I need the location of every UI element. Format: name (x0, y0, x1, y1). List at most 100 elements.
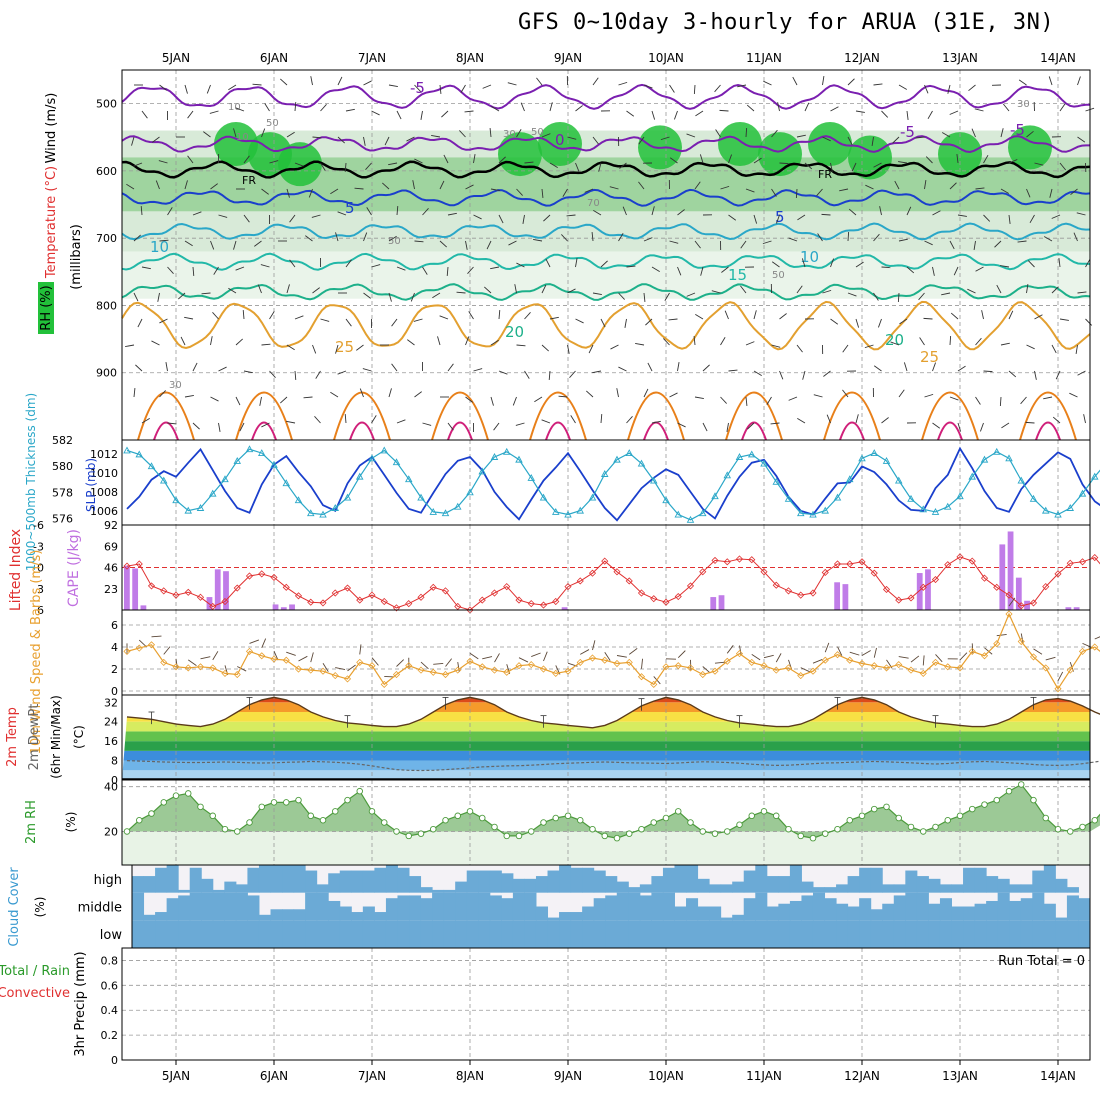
thickness-point (698, 509, 707, 517)
wind-barb (720, 396, 727, 404)
rh-point (344, 796, 351, 804)
rh-point (834, 825, 841, 833)
wind-barb (311, 214, 321, 218)
slp-tick: 1012 (90, 448, 118, 461)
wind-speed-point (417, 666, 425, 674)
cloud-cell (824, 898, 837, 921)
cape-bar (834, 582, 841, 610)
cape-bar (1073, 607, 1080, 610)
wind-speed-point (1005, 610, 1013, 618)
wind-barb-10m (249, 639, 260, 644)
precip-tick: 0.4 (101, 1004, 119, 1017)
wind-barb (337, 370, 347, 375)
wind-barb (192, 266, 195, 277)
wind-tick: 2 (111, 663, 118, 676)
wind-barb (498, 156, 506, 164)
wind-barb (151, 340, 160, 346)
thickness-point (1078, 489, 1087, 497)
cloud-cell (489, 870, 502, 893)
thickness-point (147, 462, 156, 470)
rh-point (650, 819, 658, 826)
wind-barb (536, 77, 543, 86)
cloud-cell (443, 920, 456, 948)
wind-barb (125, 344, 135, 348)
wind-barb (187, 110, 194, 119)
wind-speed-point (723, 657, 731, 665)
wind-speed-point (282, 656, 290, 664)
wind-barb (626, 416, 633, 424)
cloud-cell (582, 920, 595, 948)
wind-barb (898, 161, 908, 164)
wind-barb (422, 422, 432, 426)
wind-barb (957, 365, 966, 372)
wind-barb (141, 110, 148, 119)
wind-barb (1051, 286, 1059, 294)
slp-tick: 1010 (90, 467, 118, 480)
wind-barb (286, 420, 296, 424)
cape-bar (1024, 600, 1030, 610)
wind-barb (460, 84, 466, 93)
cloud-cell (755, 865, 768, 893)
wind-barb (264, 103, 270, 112)
cloud-cell (801, 895, 814, 921)
wind-barb (771, 129, 778, 138)
thickness-point (882, 456, 891, 464)
thickness-point (368, 454, 376, 462)
wind-speed-point (576, 658, 584, 666)
wind-barb (344, 162, 347, 173)
li-point (895, 596, 903, 604)
wind-speed-point (123, 647, 131, 655)
wind-speed-point (356, 658, 364, 666)
cloud-cell (478, 870, 491, 893)
cloud-cell (951, 884, 964, 893)
wind-barb (747, 422, 755, 430)
wind-barb (1000, 188, 1010, 194)
wind-barb (924, 84, 929, 94)
thickness-point (1041, 506, 1050, 514)
rh-point (368, 808, 376, 815)
wind-speed-point (1078, 647, 1087, 655)
li-point (343, 584, 352, 592)
wind-barb-10m (592, 640, 596, 651)
wind-barb (651, 110, 656, 120)
wind-speed-point (613, 659, 621, 668)
rh-contour-label: 50 (266, 118, 279, 129)
wind-speed-point (931, 658, 940, 666)
wind-barb (294, 370, 297, 381)
li-point (221, 597, 229, 606)
wind-barb (303, 396, 313, 399)
wind-barb (918, 292, 925, 301)
rh-point (626, 830, 633, 837)
wind-barb (439, 180, 445, 190)
thickness-point (809, 510, 817, 518)
rh-point (895, 814, 903, 822)
cloud-cell (420, 920, 433, 948)
wind-barb (456, 291, 466, 294)
wind-barb (314, 416, 321, 424)
cloud-cell (524, 892, 537, 921)
cloud-cell (282, 920, 295, 948)
thickness-point (441, 509, 450, 517)
cloud-cell (374, 912, 387, 921)
cloud-cell (836, 884, 849, 893)
wind-barb-10m (457, 662, 460, 673)
rh-axis-label: 2m RH (24, 800, 39, 844)
wind-speed-point (527, 661, 535, 669)
wind-barb (363, 136, 366, 146)
temperature-contour-35 (937, 421, 963, 441)
wind-speed-point (760, 662, 768, 670)
wind-barb-10m (616, 655, 627, 658)
cloud-cell (385, 920, 398, 948)
wind-barb (422, 266, 428, 275)
li-point (613, 568, 621, 576)
wind-barb (126, 183, 135, 190)
temperature-contour-30 (529, 391, 587, 441)
cloud-cell (859, 898, 872, 921)
temperature-contour-label: 10 (800, 248, 819, 266)
wind-barb (664, 292, 670, 301)
wind-speed-point (209, 664, 217, 672)
wind-barb (669, 84, 675, 93)
thickness-series-line (126, 448, 1100, 521)
cloud-cell (778, 920, 791, 948)
